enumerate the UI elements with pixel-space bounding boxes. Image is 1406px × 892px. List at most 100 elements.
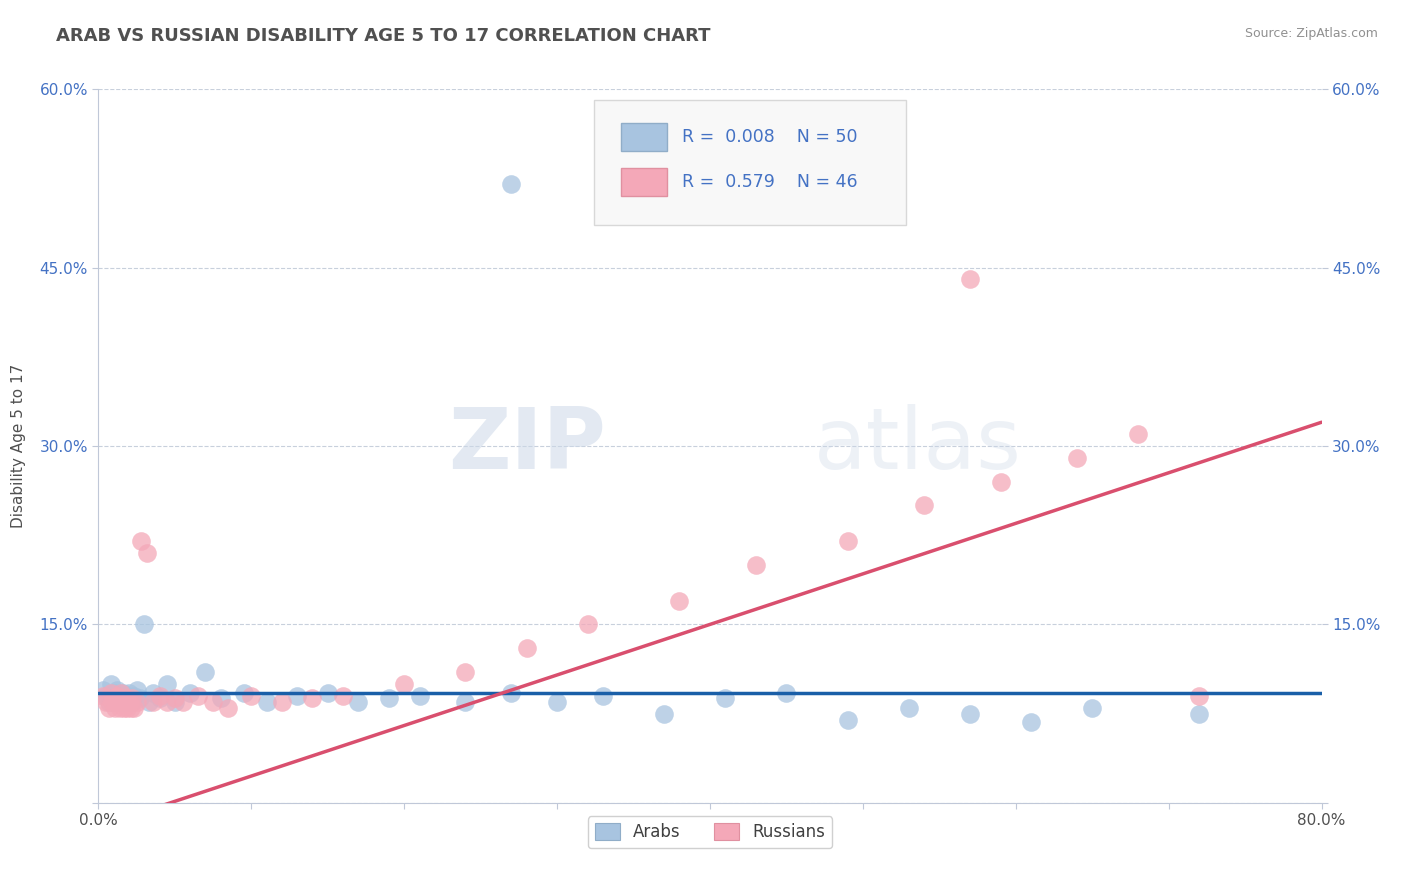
Point (138, 695, 160, 709)
Point (118, 686, 141, 700)
Point (122, 689, 145, 703)
Point (128, 691, 150, 706)
Point (516, 641, 538, 656)
Point (103, 691, 125, 706)
Point (1188, 706, 1211, 721)
Point (745, 558, 768, 572)
Point (194, 665, 217, 679)
Point (149, 691, 172, 706)
Point (98, 700, 121, 714)
Point (301, 691, 323, 706)
Point (501, 686, 523, 700)
Point (592, 689, 614, 703)
Point (1081, 700, 1104, 714)
Point (163, 695, 186, 709)
Point (98, 695, 121, 709)
Point (110, 686, 132, 700)
Point (240, 689, 263, 703)
Point (232, 686, 254, 700)
Point (454, 695, 477, 709)
Text: R =  0.008    N = 50: R = 0.008 N = 50 (682, 128, 858, 146)
Point (912, 499, 935, 513)
Point (117, 695, 139, 709)
Y-axis label: Disability Age 5 to 17: Disability Age 5 to 17 (11, 364, 25, 528)
Point (156, 695, 179, 709)
Point (378, 691, 401, 706)
Point (91, 689, 114, 703)
Point (111, 695, 134, 709)
Point (209, 691, 232, 706)
Point (256, 695, 278, 709)
Point (136, 546, 159, 560)
Point (121, 691, 143, 706)
Point (111, 686, 134, 700)
Point (100, 677, 122, 691)
Point (129, 534, 152, 549)
Point (959, 272, 981, 286)
Point (104, 695, 127, 709)
Point (94, 689, 117, 703)
Point (91, 682, 114, 697)
Point (316, 686, 339, 700)
Point (347, 695, 370, 709)
Point (202, 695, 225, 709)
Point (172, 695, 194, 709)
Point (837, 534, 859, 549)
Point (115, 691, 138, 706)
Point (101, 691, 124, 706)
Point (897, 700, 920, 714)
Point (94, 695, 117, 709)
Text: atlas: atlas (814, 404, 1022, 488)
Point (120, 691, 142, 706)
Point (668, 593, 690, 607)
Point (101, 695, 124, 709)
FancyBboxPatch shape (620, 169, 668, 195)
Point (990, 475, 1012, 489)
Point (125, 682, 148, 697)
Point (217, 700, 239, 714)
Point (163, 691, 186, 706)
Point (142, 686, 165, 700)
Point (1188, 689, 1211, 703)
Point (714, 691, 737, 706)
Point (1066, 450, 1088, 465)
Point (112, 700, 135, 714)
Point (501, 178, 523, 192)
Point (108, 691, 131, 706)
Point (125, 695, 148, 709)
Point (775, 686, 797, 700)
Point (652, 706, 675, 721)
Point (107, 689, 129, 703)
Point (142, 695, 165, 709)
Point (115, 689, 138, 703)
Text: Source: ZipAtlas.com: Source: ZipAtlas.com (1244, 27, 1378, 40)
Point (107, 695, 129, 709)
Point (134, 617, 156, 632)
Point (546, 695, 568, 709)
Point (105, 689, 128, 703)
Text: R =  0.579    N = 46: R = 0.579 N = 46 (682, 173, 858, 191)
Point (100, 686, 122, 700)
Text: ARAB VS RUSSIAN DISABILITY AGE 5 TO 17 CORRELATION CHART: ARAB VS RUSSIAN DISABILITY AGE 5 TO 17 C… (56, 27, 711, 45)
Point (1019, 714, 1042, 729)
Point (149, 689, 172, 703)
Point (1128, 427, 1150, 442)
Point (959, 706, 981, 721)
Point (454, 665, 477, 679)
Point (117, 700, 139, 714)
Point (332, 689, 354, 703)
Point (285, 689, 308, 703)
Point (392, 677, 416, 691)
Point (408, 689, 430, 703)
Point (110, 695, 132, 709)
Point (105, 682, 128, 697)
Point (122, 700, 145, 714)
Text: ZIP: ZIP (449, 404, 606, 488)
Point (179, 686, 201, 700)
Point (103, 686, 125, 700)
Point (112, 691, 135, 706)
Point (837, 713, 859, 727)
Point (121, 695, 143, 709)
Point (120, 700, 142, 714)
Point (156, 677, 179, 691)
